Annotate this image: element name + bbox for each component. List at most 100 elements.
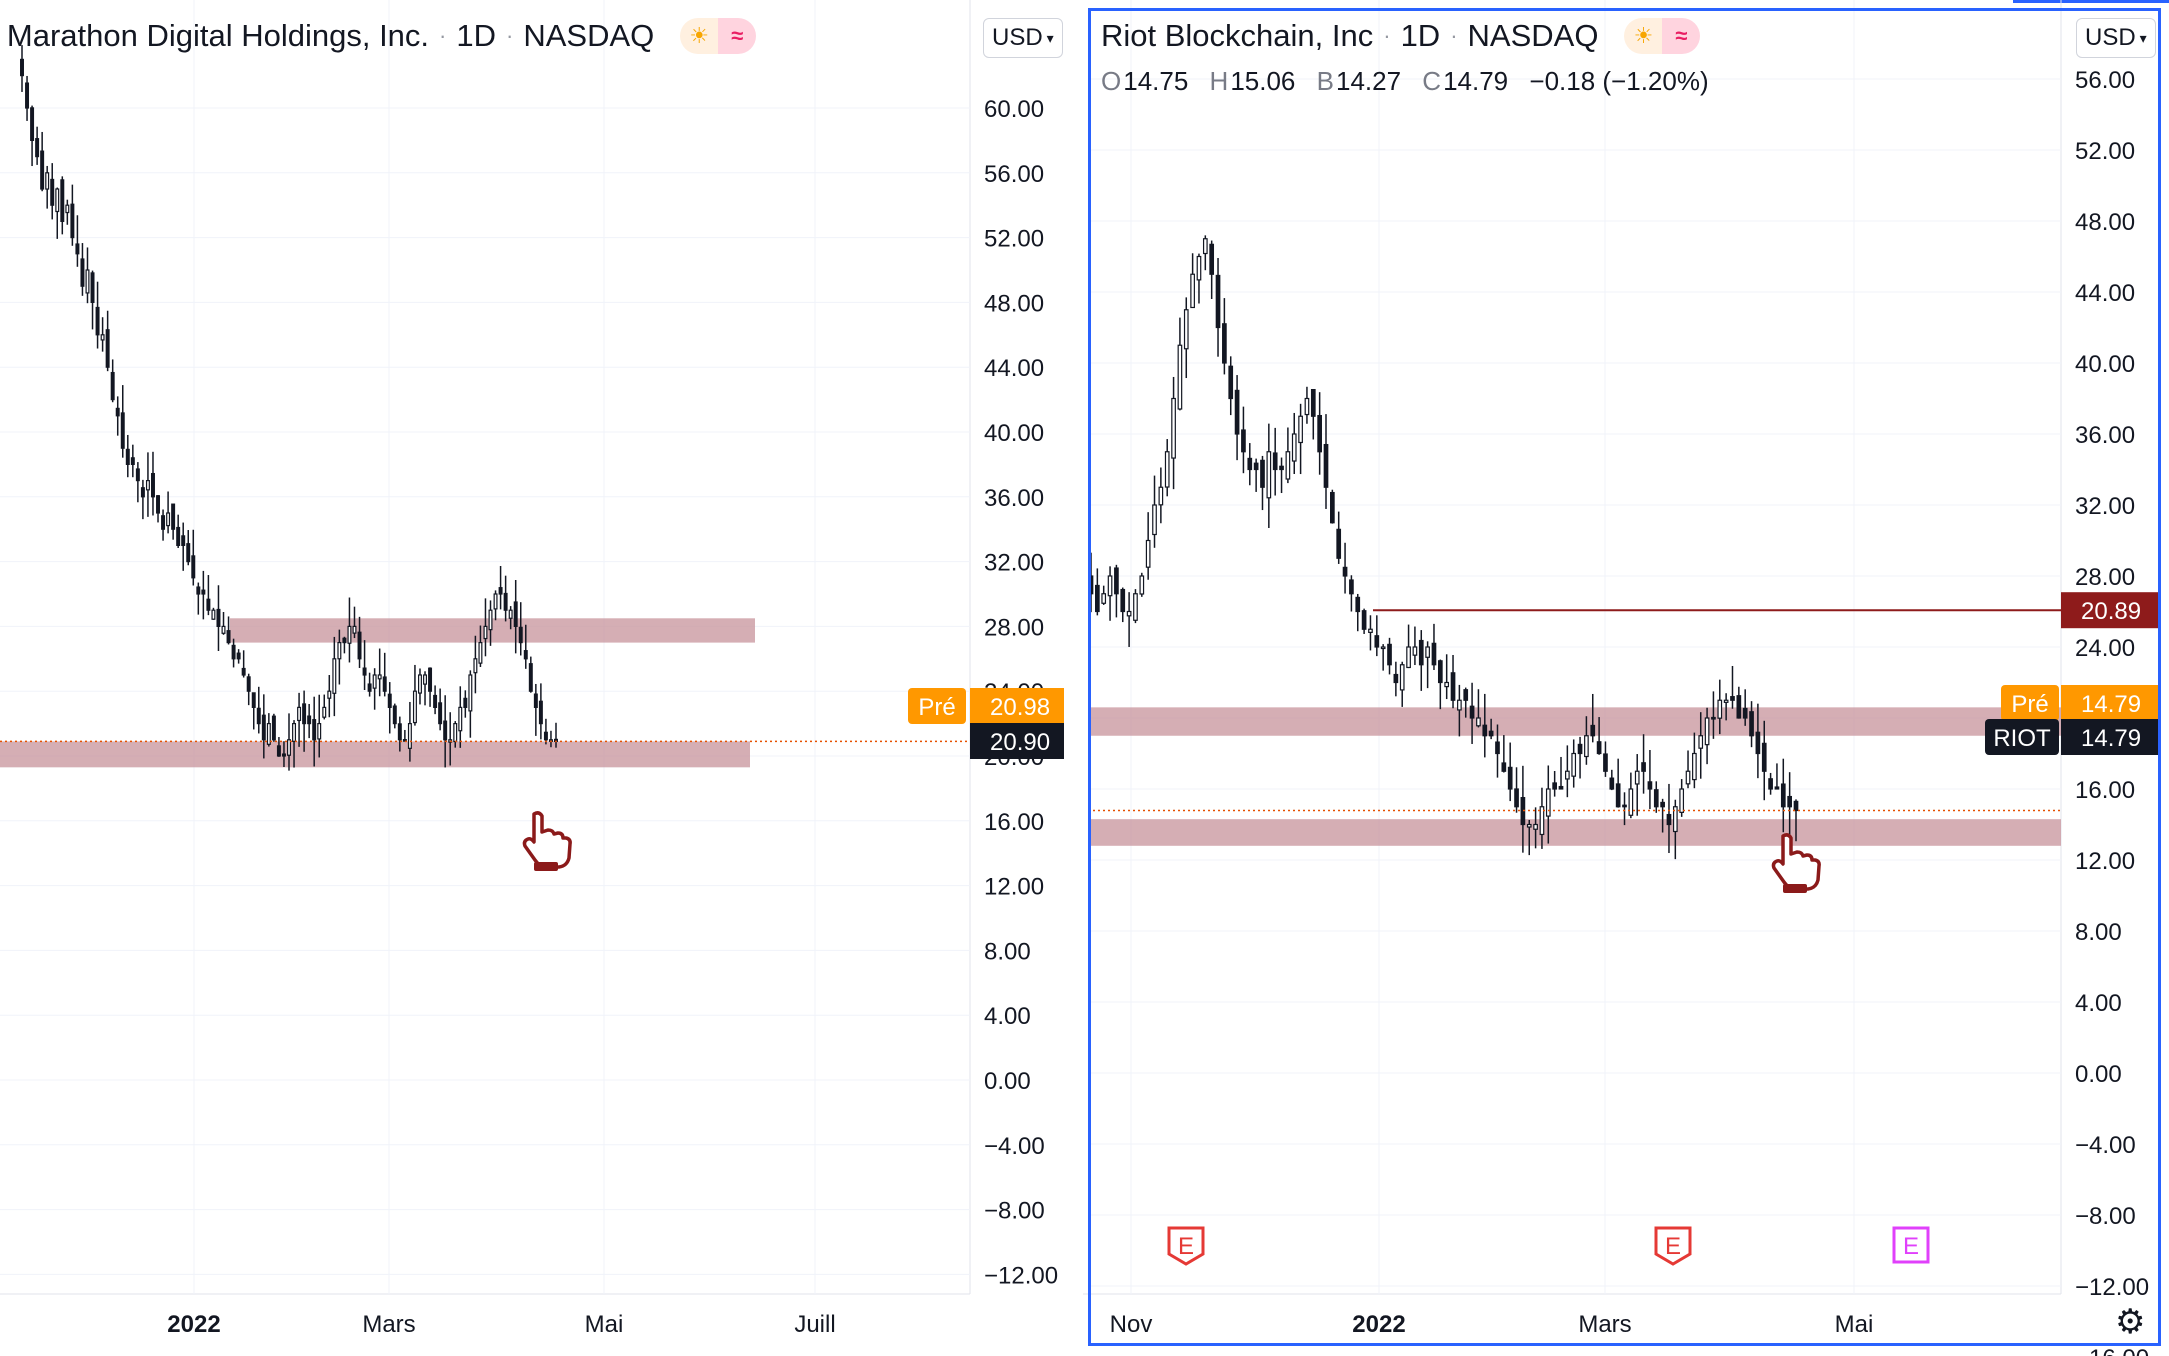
candle-body: [1107, 575, 1113, 597]
candle-body: [1120, 588, 1126, 613]
chevron-down-icon: ▾: [2139, 29, 2147, 46]
candle-body: [1590, 724, 1596, 737]
candle-body: [125, 448, 130, 466]
candle-body: [60, 179, 65, 223]
candle-body: [302, 703, 307, 725]
candle-body: [110, 371, 115, 401]
candle-body: [1279, 465, 1284, 471]
candle-body: [402, 739, 407, 742]
candle-body: [276, 745, 281, 757]
candle-body: [1463, 689, 1469, 701]
candle-body: [156, 495, 161, 514]
x-tick-label: Mars: [1578, 1311, 1631, 1338]
candle-body: [342, 637, 347, 644]
right-header: Riot Blockchain, Inc · 1D · NASDAQ ☀ ≈: [1101, 18, 1701, 54]
ohlc-legend: O14.75 H15.06 B14.27 C14.79 −0.18 (−1.20…: [1101, 66, 1709, 97]
candle-body: [1730, 696, 1735, 701]
symbol-tag: [1985, 719, 2059, 755]
left-currency-select[interactable]: USD ▾: [983, 18, 1063, 58]
candle-body: [1488, 730, 1494, 737]
candle-body: [1444, 681, 1450, 688]
candle-body: [1787, 795, 1792, 808]
candle-body: [261, 714, 266, 741]
candle-body: [503, 592, 508, 611]
candle-body: [40, 150, 45, 190]
left-chart-canvas[interactable]: 60.00 56.00 52.00 48.00 44.00 40.00 36.00 32.00…: [0, 0, 1083, 1356]
y-tick-label: −12.00: [984, 1262, 1058, 1289]
x-tick-label: 2022: [1352, 1311, 1405, 1338]
premarket-label: Pré: [2011, 691, 2048, 718]
candle-body: [1545, 788, 1551, 817]
candle-body: [423, 674, 428, 685]
candle-body: [1552, 782, 1557, 790]
settings-gear-icon[interactable]: ⚙: [2115, 1303, 2146, 1341]
candle-body: [1577, 743, 1583, 755]
left-currency-label: USD: [992, 24, 1043, 51]
candle-body: [45, 172, 50, 190]
candle-body: [1698, 735, 1704, 749]
ohlc-high: 15.06: [1230, 66, 1296, 96]
earnings-marker[interactable]: E: [1892, 1226, 1930, 1264]
x-tick-label: Juill: [794, 1311, 835, 1338]
left-interval[interactable]: 1D: [456, 18, 497, 53]
candle-body: [1628, 788, 1634, 816]
right-session-badge[interactable]: ☀ ≈: [1624, 18, 1701, 54]
pointing-hand-icon: [522, 811, 572, 871]
candle-body: [458, 706, 463, 732]
left-session-badge[interactable]: ☀ ≈: [680, 18, 757, 54]
candle-body: [1596, 741, 1602, 755]
y-tick-label: 0.00: [2075, 1061, 2122, 1088]
candle-body: [70, 203, 75, 239]
candle-body: [483, 625, 488, 640]
candle-body: [372, 674, 377, 689]
y-tick-label: 16.00: [984, 809, 1044, 836]
candle-body: [90, 272, 95, 303]
chart-pane-left[interactable]: 60.00 56.00 52.00 48.00 44.00 40.00 36.00 32.00…: [0, 0, 1083, 1356]
candle-body: [20, 58, 24, 77]
candle-body: [231, 644, 236, 660]
ohlc-close-label: C: [1422, 66, 1442, 96]
candle-body: [433, 694, 438, 708]
chart-pane-right[interactable]: 56.00 52.00 48.00 44.00 40.00 36.00 32.00 28.00…: [1083, 0, 2169, 1356]
candle-body: [1247, 457, 1253, 471]
candle-body: [1158, 486, 1164, 506]
right-interval[interactable]: 1D: [1400, 18, 1441, 53]
y-tick-label: −12.00: [2075, 1274, 2149, 1301]
candle-body: [1653, 789, 1659, 808]
y-tick-label: 28.00: [984, 614, 1044, 641]
candle-body: [1336, 528, 1342, 559]
candle-body: [367, 683, 372, 692]
candle-body: [256, 707, 261, 725]
x-tick-label: Nov: [1110, 1311, 1153, 1338]
candle-body: [337, 641, 342, 660]
candle-body: [35, 138, 40, 158]
candle-body: [1476, 717, 1481, 727]
right-chart-canvas[interactable]: 56.00 52.00 48.00 44.00 40.00 36.00 32.00 28.00…: [1083, 0, 2169, 1356]
candle-body: [176, 526, 181, 546]
left-title-prefix: l: [0, 18, 1, 54]
candle-body: [1152, 504, 1157, 536]
left-symbol-title[interactable]: Marathon Digital Holdings, Inc.: [6, 18, 430, 53]
candle-body: [1742, 707, 1748, 719]
candle-body: [453, 722, 458, 743]
premarket-price: 20.98: [990, 694, 1050, 721]
candle-body: [65, 204, 70, 214]
earnings-marker[interactable]: E: [1167, 1226, 1205, 1266]
y-tick-label: −8.00: [984, 1198, 1045, 1225]
candle-body: [120, 412, 125, 449]
candle-body: [25, 82, 30, 109]
y-tick-label: 44.00: [984, 355, 1044, 382]
right-currency-select[interactable]: USD ▾: [2076, 18, 2156, 58]
premarket-price-tag: [970, 688, 1064, 724]
candle-body: [1450, 672, 1456, 701]
y-tick-label: 0.00: [984, 1068, 1031, 1095]
candle-body: [1323, 443, 1329, 488]
candle-body: [508, 609, 513, 619]
candle-body: [1164, 451, 1170, 488]
wave-icon: ≈: [1662, 18, 1701, 54]
candle-body: [130, 457, 135, 466]
candle-body: [50, 178, 55, 206]
candle-body: [412, 690, 417, 724]
earnings-marker[interactable]: E: [1654, 1226, 1692, 1266]
right-symbol-title[interactable]: Riot Blockchain, Inc: [1101, 18, 1374, 53]
